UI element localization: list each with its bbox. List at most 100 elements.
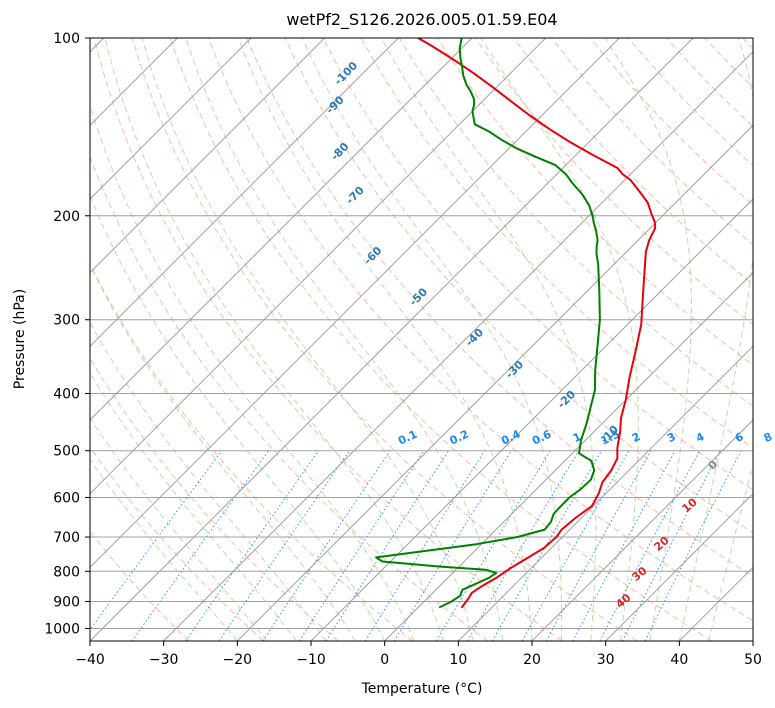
moist-adiabat-line [237,38,533,641]
temperature-profile-line [417,38,657,609]
dry-adiabat-line [284,38,753,534]
mixing-ratio-label: 8 [762,430,774,445]
isotherm-line [90,38,694,641]
theta-e-label: -80 [328,140,351,163]
dewpoint-profile-line [375,38,601,609]
y-tick-label: 100 [53,31,80,47]
dry-adiabat-line [589,38,753,206]
dry-adiabat-line [322,38,753,491]
dry-adiabat-line [90,357,339,641]
x-tick-label: 10 [449,652,467,668]
moist-adiabat-label: 30 [629,564,649,584]
moist-adiabat-line [90,263,356,641]
dry-adiabat-line [90,446,264,641]
mixing-ratio-line [599,450,701,641]
isotherm-line [605,492,753,641]
mixing-ratio-line [435,450,551,641]
theta-e-label: -70 [343,184,366,207]
mixing-ratio-line [325,450,450,641]
theta-e-label: -90 [323,93,346,116]
theta-e-label: -60 [361,244,384,267]
isotherm-line [163,50,753,641]
isotherm-line [678,566,753,641]
dry-adiabat-line [131,38,638,641]
background-lines [90,38,753,641]
mixing-ratio-line [521,450,630,641]
moist-adiabat-line [90,417,268,641]
dry-adiabat-line [704,38,753,89]
x-tick-label: 30 [597,652,615,668]
isotherm-line [457,345,753,641]
x-tick-label: 40 [670,652,688,668]
isotherm-line [236,124,753,641]
y-tick-label: 300 [53,313,80,329]
moist-adiabat-line [708,463,753,641]
y-tick-label: 900 [53,594,80,610]
mixing-ratio-line [644,450,742,641]
mixing-ratio-line [298,450,425,641]
x-tick-label: −40 [75,652,105,668]
isotherm-line [90,38,620,569]
theta-e-label: -50 [407,285,430,308]
theta-e-label: -40 [463,326,486,349]
y-tick-label: 400 [53,387,80,403]
plot-frame [89,37,754,642]
isotherm-line [90,38,252,200]
dry-adiabat-line [246,38,753,578]
moist-adiabat-line [90,458,238,641]
mixing-ratio-label: 0.1 [396,428,419,448]
moist-adiabat-line [185,38,503,641]
moist-adiabat-line [141,38,474,641]
dry-adiabat-line [742,38,753,50]
moist-adiabat-line [678,38,753,641]
moist-adiabat-line [90,194,386,641]
moist-adiabat-line [301,38,563,641]
moist-adiabat-line [604,38,692,641]
x-tick-label: 0 [380,652,389,668]
x-tick-label: −30 [149,652,179,668]
axis-ticks: −40 −30 −20 −10 0 10 20 30 40 5010020030040050060… [44,31,762,668]
isotherm-line [90,38,547,495]
moist-adiabat-line [480,38,639,641]
y-tick-label: 1000 [44,621,80,637]
moist-adiabat-line [104,38,445,641]
theta-e-label: -20 [555,388,578,411]
dry-adiabat-line [475,38,753,325]
mixing-ratio-label: 4 [694,430,707,445]
dry-adiabat-line [666,38,753,128]
mixing-ratio-label: 2 [630,430,642,445]
x-axis-label: Temperature (°C) [361,681,483,697]
mixing-ratio-line [621,450,721,641]
theta-e-label: -30 [503,358,526,381]
mixing-ratio-line [218,450,350,641]
isotherm-line [752,640,753,641]
moist-adiabat-label: 10 [680,495,700,515]
dry-adiabat-line [513,38,753,285]
x-tick-label: 50 [744,652,762,668]
mixing-ratio-label: 0.2 [448,428,471,448]
isotherm-line [90,38,473,421]
mixing-ratio-label: 0.6 [530,427,553,447]
dry-adiabat-line [93,38,563,641]
mixing-ratio-line [545,450,652,641]
mixing-ratio-line [90,450,223,631]
isotherm-line [531,419,753,641]
isotherm-line [90,38,399,348]
y-tick-label: 500 [53,444,80,460]
mixing-ratio-line [364,450,486,641]
y-tick-label: 700 [53,530,80,546]
mixing-ratio-label: 6 [733,430,746,445]
mixing-ratio-label: 0.4 [499,427,522,447]
y-tick-label: 200 [53,209,80,225]
dry-adiabat-line [436,38,753,366]
profile-lines [375,38,657,609]
x-tick-label: 20 [523,652,541,668]
dry-adiabat-line [208,38,753,622]
grid [90,38,753,641]
y-tick-label: 600 [53,490,80,506]
chart-title: wetPf2_S126.2026.005.01.59.E04 [286,10,557,30]
mixing-ratio-line [185,450,320,641]
dry-adiabat-line [90,262,414,641]
x-tick-label: −20 [223,652,253,668]
